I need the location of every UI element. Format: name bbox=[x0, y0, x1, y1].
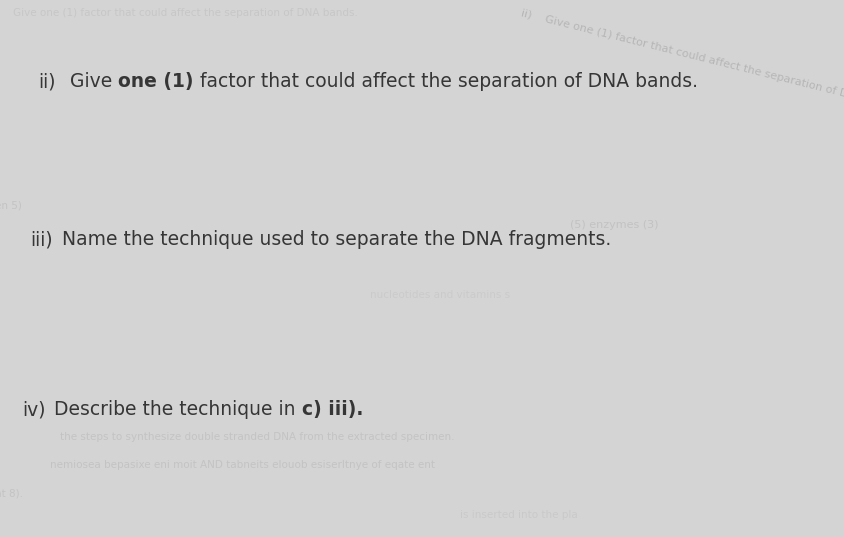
Text: Give: Give bbox=[70, 72, 118, 91]
Text: iv): iv) bbox=[22, 400, 46, 419]
Text: ii)    Give one (1) factor that could affect the separation of DNA bands.: ii) Give one (1) factor that could affec… bbox=[520, 8, 844, 113]
Text: one (1): one (1) bbox=[118, 72, 194, 91]
Text: nucleotides and vitamins s: nucleotides and vitamins s bbox=[370, 290, 510, 300]
Text: nt 8).: nt 8). bbox=[0, 488, 23, 498]
Text: is inserted into the pla: is inserted into the pla bbox=[460, 510, 578, 520]
Text: (5) enzymes (3): (5) enzymes (3) bbox=[570, 220, 658, 230]
Text: ii): ii) bbox=[38, 72, 56, 91]
Text: Describe the technique in: Describe the technique in bbox=[54, 400, 301, 419]
Text: factor that could affect the separation of DNA bands.: factor that could affect the separation … bbox=[194, 72, 698, 91]
Text: nemiosea bepasixe eni moit AND tabneits elouob esiserltnye of eqate ent: nemiosea bepasixe eni moit AND tabneits … bbox=[50, 460, 435, 470]
Text: ii)    Give one (1) factor that could affect the separation of DNA bands.: ii) Give one (1) factor that could affec… bbox=[0, 8, 358, 18]
Text: Name the technique used to separate the DNA fragments.: Name the technique used to separate the … bbox=[62, 230, 611, 249]
Text: the steps to synthesize double stranded DNA from the extracted specimen.: the steps to synthesize double stranded … bbox=[60, 432, 455, 442]
Text: en 5): en 5) bbox=[0, 200, 22, 210]
Text: c) iii).: c) iii). bbox=[301, 400, 363, 419]
Text: iii): iii) bbox=[30, 230, 52, 249]
